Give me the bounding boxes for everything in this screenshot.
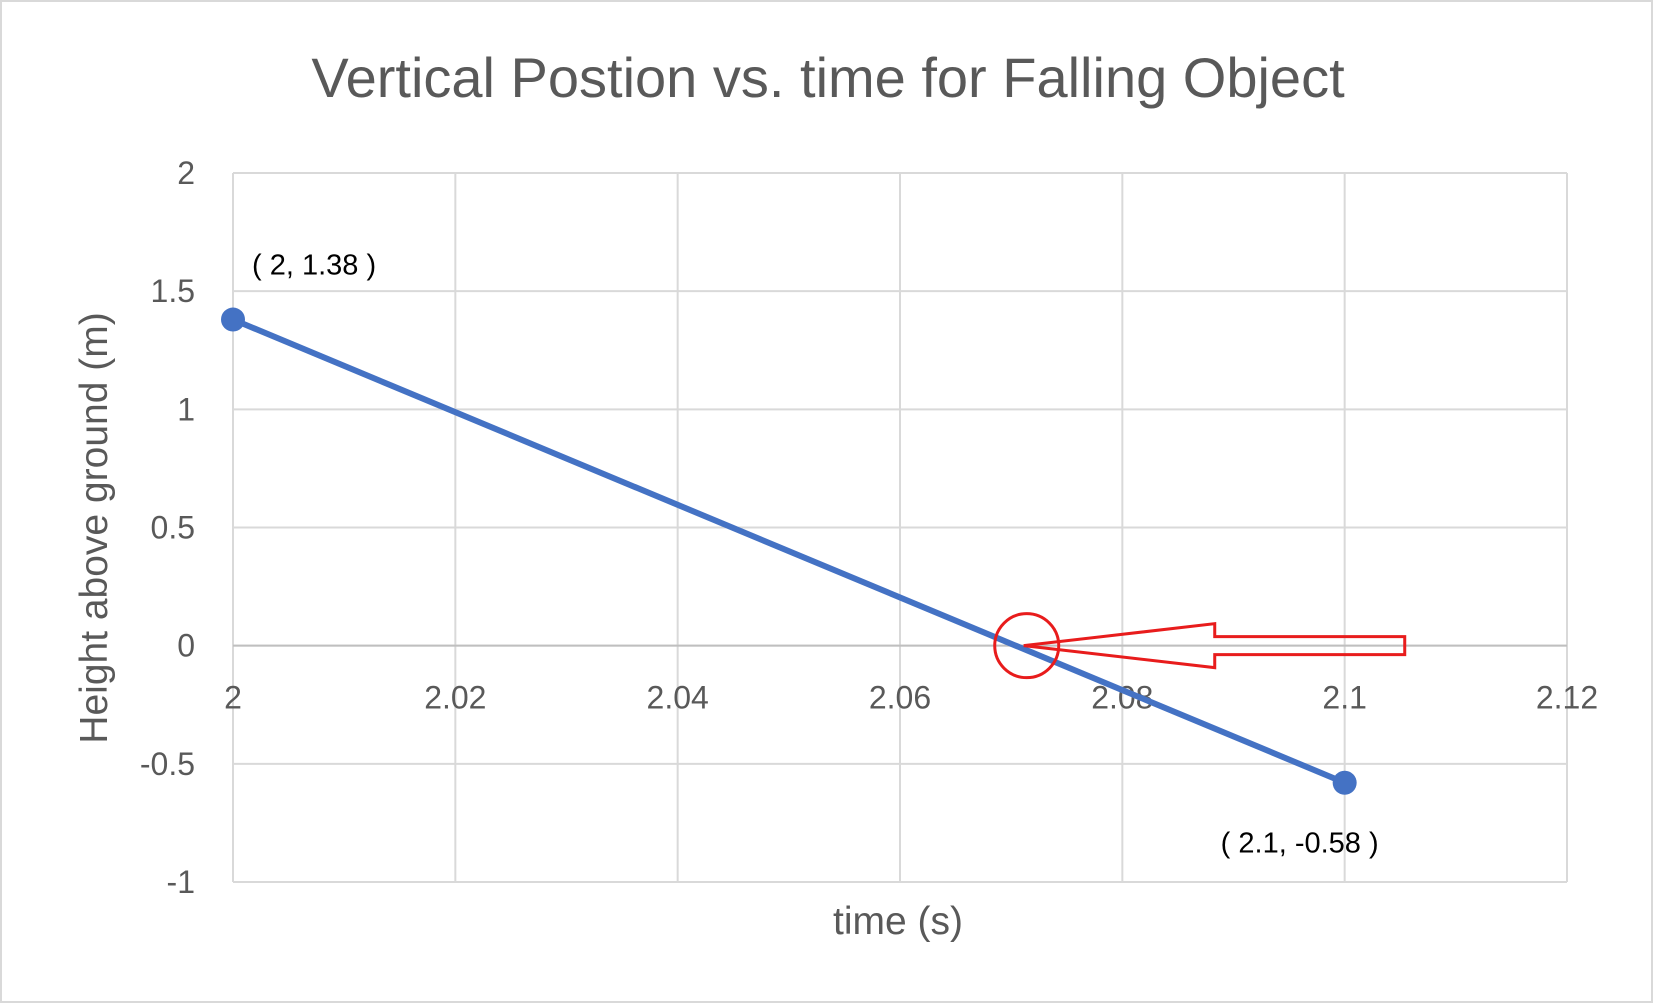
annotation-circle — [993, 612, 1061, 680]
y-tick-label: 1.5 — [151, 273, 195, 309]
y-tick-label: 2 — [177, 155, 195, 191]
y-tick-label: 1 — [177, 391, 195, 427]
x-tick-label: 2.12 — [1536, 680, 1598, 716]
series-layer — [221, 307, 1357, 795]
annotation-arrow — [1023, 621, 1407, 670]
data-label: ( 2, 1.38 ) — [252, 250, 376, 282]
y-tick-label: 0.5 — [151, 510, 195, 546]
x-tick-label: 2 — [224, 680, 242, 716]
x-tick-label: 2.04 — [647, 680, 709, 716]
x-axis-title: time (s) — [833, 900, 963, 943]
data-labels: ( 2, 1.38 ) ( 2.1, -0.58 ) — [252, 250, 1379, 860]
y-axis-title: Height above ground (m) — [73, 312, 116, 743]
grid — [232, 172, 1568, 883]
series-line — [231, 316, 1346, 786]
y-tick-label: -0.5 — [140, 746, 195, 782]
data-label: ( 2.1, -0.58 ) — [1221, 828, 1379, 860]
annotation-layer — [993, 612, 1407, 680]
x-axis-ticks: 2 2.02 2.04 2.06 2.08 2.1 2.12 — [224, 680, 1598, 716]
x-tick-label: 2.1 — [1322, 680, 1366, 716]
x-tick-label: 2.02 — [424, 680, 486, 716]
x-tick-label: 2.06 — [869, 680, 931, 716]
data-point — [1332, 770, 1357, 795]
y-tick-label: -1 — [167, 864, 195, 900]
y-tick-label: 0 — [177, 628, 195, 664]
chart-title: Vertical Postion vs. time for Falling Ob… — [311, 46, 1345, 109]
y-axis-ticks: 2 1.5 1 0.5 0 -0.5 -1 — [140, 155, 195, 900]
data-point — [221, 307, 245, 332]
